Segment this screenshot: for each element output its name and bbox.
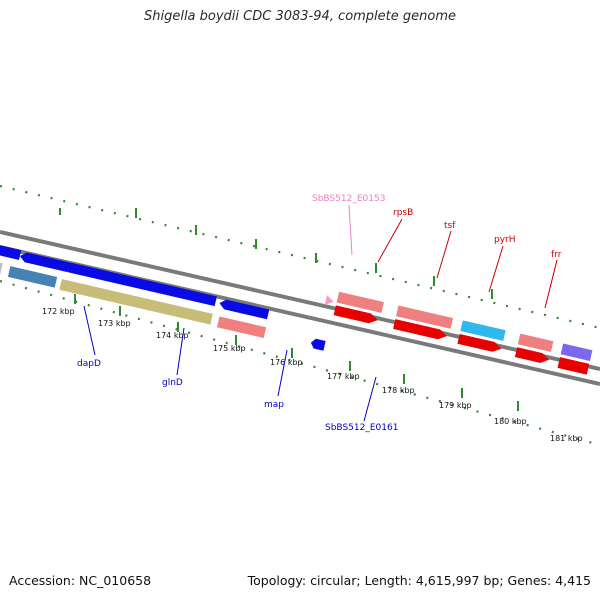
- gene-label-frr[interactable]: frr: [551, 250, 562, 260]
- genome-summary-text: Topology: circular; Length: 4,615,997 bp…: [247, 573, 591, 588]
- leader-lines: [83, 204, 558, 422]
- gene-blue-small[interactable]: [310, 338, 326, 351]
- gene-label-glnD[interactable]: glnD: [162, 378, 183, 388]
- gene-cyan[interactable]: [460, 320, 506, 341]
- gene-label-dapD[interactable]: dapD: [77, 359, 101, 369]
- gene-label-tsf[interactable]: tsf: [444, 221, 456, 231]
- gene-label-rpsB[interactable]: rpsB: [393, 208, 413, 218]
- kbp-label: 180 kbp: [494, 417, 527, 426]
- gene-label-sbbs512-e0161[interactable]: SbBS512_E0161: [325, 423, 398, 433]
- kbp-label: 173 kbp: [98, 319, 131, 328]
- kbp-label: 174 kbp: [156, 331, 189, 340]
- accession-text: Accession: NC_010658: [9, 573, 152, 588]
- gene-red-3[interactable]: [457, 333, 502, 354]
- gene-red-4[interactable]: [514, 347, 550, 364]
- gene-olive[interactable]: [59, 279, 213, 325]
- kbp-label: 172 kbp: [42, 307, 75, 316]
- kbp-label: 175 kbp: [213, 344, 246, 353]
- gene-red-5[interactable]: [557, 357, 590, 375]
- kbp-label: 178 kbp: [382, 386, 415, 395]
- gene-pink-1[interactable]: [216, 316, 267, 338]
- map-title: Shigella boydii CDC 3083-94, complete ge…: [143, 9, 457, 24]
- gene-steelblue[interactable]: [7, 266, 58, 288]
- kbp-label: 177 kbp: [327, 372, 360, 381]
- gene-gray[interactable]: [0, 253, 3, 275]
- gene-lightpink[interactable]: [324, 295, 335, 307]
- gene-blue-2[interactable]: [0, 239, 22, 260]
- gene-label-map[interactable]: map: [264, 400, 284, 410]
- kbp-label: 176 kbp: [270, 358, 303, 367]
- gene-slateblue[interactable]: [560, 343, 593, 361]
- outer-tick-track: [0, 184, 600, 330]
- kbp-label: 179 kbp: [439, 401, 472, 410]
- gene-pink-3[interactable]: [396, 305, 454, 329]
- gene-blue-4[interactable]: [63, 261, 217, 307]
- gene-blue-5[interactable]: [218, 298, 270, 320]
- gene-label-sbbs512-e0153[interactable]: SbBS512_E0153: [312, 194, 385, 204]
- kbp-label: 181 kbp: [550, 434, 583, 443]
- gene-label-pyrH[interactable]: pyrH: [494, 235, 516, 245]
- gene-pink-4[interactable]: [517, 333, 554, 352]
- gene-blue-3[interactable]: [19, 251, 70, 273]
- gene-red-2[interactable]: [393, 319, 448, 341]
- major-ticks: [59, 208, 519, 411]
- gene-red-1[interactable]: [333, 305, 379, 325]
- gene-pink-2[interactable]: [336, 291, 384, 313]
